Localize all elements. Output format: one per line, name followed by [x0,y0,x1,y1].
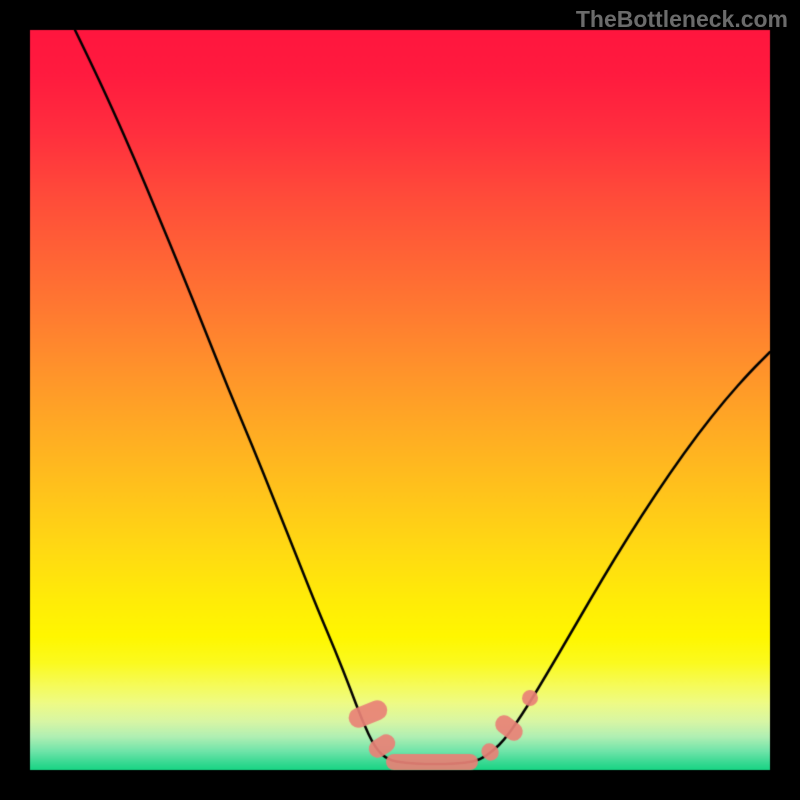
curve-overlay-canvas [0,0,800,800]
chart-container: TheBottleneck.com [0,0,800,800]
